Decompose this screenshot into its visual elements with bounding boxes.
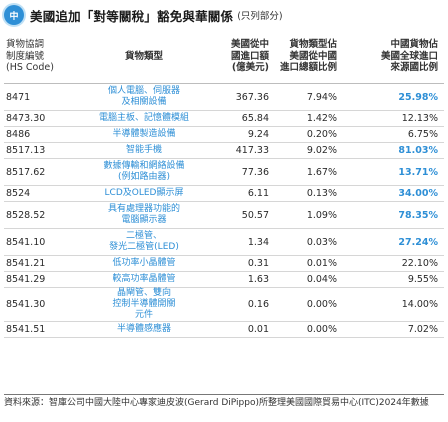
section-badge: 中 (4, 5, 24, 25)
import-value-cell: 0.16 (247, 299, 269, 310)
goods-type-cell: LCD及OLED顯示屏 (104, 188, 184, 198)
table-body: 8471 個人電腦、伺服器 及相關設備 367.36 7.94% 25.98% 8473.… (4, 84, 444, 338)
goods-type-cell: 晶閘管、雙向 控制半導體開關 元件 (112, 288, 176, 320)
goods-type-cell: 半導體製造設備 (112, 129, 176, 139)
header-share-cn: 貨物類型佔 美國從中國 進口總額比例 (279, 39, 337, 74)
share-cn-cell: 9.02% (306, 145, 337, 156)
hs-code-cell: 8517.62 (6, 166, 46, 178)
share-global-cell: 81.03% (398, 145, 438, 156)
import-value-cell: 6.11 (247, 188, 269, 199)
hs-code-cell: 8524 (6, 188, 31, 199)
table-row: 8517.62 數據傳輸和網絡設備 (例如路由器) 77.36 1.67% 13.71% (4, 159, 444, 186)
import-value-cell: 0.01 (247, 324, 269, 335)
share-cn-cell: 0.03% (306, 236, 337, 248)
tariff-exemption-table: 貨物協調 制度編號 (HS Code) 貨物類型 美國從中 國進口額 (億美元)… (4, 30, 444, 338)
share-cn-cell: 1.42% (306, 113, 337, 124)
share-global-cell: 13.71% (398, 166, 438, 178)
hs-code-cell: 8528.52 (6, 209, 46, 221)
import-value-cell: 0.31 (247, 258, 269, 269)
table-row: 8528.52 具有處理器功能的 電腦顯示器 50.57 1.09% 78.35% (4, 202, 444, 229)
page-subtitle: (只列部分) (237, 11, 283, 22)
goods-type-cell: 智能手機 (125, 145, 162, 155)
share-global-cell: 12.13% (401, 113, 438, 124)
import-value-cell: 65.84 (241, 113, 269, 124)
goods-type-cell: 較高功率晶體管 (112, 274, 176, 284)
share-cn-cell: 7.94% (306, 91, 337, 103)
table-row: 8486 半導體製造設備 9.24 0.20% 6.75% (4, 127, 444, 143)
table-row: 8471 個人電腦、伺服器 及相關設備 367.36 7.94% 25.98% (4, 84, 444, 111)
hs-code-cell: 8517.13 (6, 145, 46, 156)
header-goods-type: 貨物類型 (124, 50, 163, 62)
goods-type-cell: 二極管、 發光二極管(LED) (109, 231, 179, 252)
table-row: 8517.13 智能手機 417.33 9.02% 81.03% (4, 143, 444, 159)
table-row: 8473.30 電腦主板、記憶體模組 65.84 1.42% 12.13% (4, 111, 444, 127)
goods-type-cell: 數據傳輸和網絡設備 (例如路由器) (103, 161, 185, 182)
header-import-value: 美國從中 國進口額 (億美元) (230, 39, 269, 74)
import-value-cell: 77.36 (241, 166, 269, 178)
share-global-cell: 78.35% (398, 209, 438, 221)
share-global-cell: 14.00% (401, 299, 438, 310)
share-cn-cell: 0.20% (306, 129, 337, 140)
share-global-cell: 22.10% (401, 258, 438, 269)
table-row: 8541.51 半導體感應器 0.01 0.00% 7.02% (4, 322, 444, 338)
hs-code-cell: 8486 (6, 129, 31, 140)
header-share-global: 中國貨物佔 美國全球進口 來源國比例 (380, 39, 438, 74)
title-bar: 中 美國追加「對等關稅」豁免與華關係 (只列部分) (4, 4, 444, 26)
table-header: 貨物協調 制度編號 (HS Code) 貨物類型 美國從中 國進口額 (億美元)… (4, 30, 444, 84)
goods-type-cell: 半導體感應器 (116, 324, 171, 334)
goods-type-cell: 低功率小晶體管 (112, 258, 176, 268)
share-cn-cell: 0.01% (306, 258, 337, 269)
goods-type-cell: 電腦主板、記憶體模組 (98, 113, 189, 123)
table-row: 8541.30 晶閘管、雙向 控制半導體開關 元件 0.16 0.00% 14.00% (4, 288, 444, 322)
share-cn-cell: 1.67% (306, 166, 337, 178)
table-row: 8541.29 較高功率晶體管 1.63 0.04% 9.55% (4, 272, 444, 288)
share-cn-cell: 1.09% (306, 209, 337, 221)
import-value-cell: 50.57 (241, 209, 269, 221)
import-value-cell: 1.34 (247, 236, 269, 248)
hs-code-cell: 8541.29 (6, 274, 46, 285)
share-global-cell: 9.55% (407, 274, 438, 285)
hs-code-cell: 8541.10 (6, 236, 46, 248)
hs-code-cell: 8541.21 (6, 258, 46, 269)
hs-code-cell: 8473.30 (6, 113, 46, 124)
hs-code-cell: 8541.30 (6, 299, 46, 310)
goods-type-cell: 具有處理器功能的 電腦顯示器 (107, 204, 180, 225)
import-value-cell: 9.24 (247, 129, 269, 140)
header-hs-code: 貨物協調 制度編號 (HS Code) (6, 39, 54, 74)
share-global-cell: 6.75% (407, 129, 438, 140)
goods-type-cell: 個人電腦、伺服器 及相關設備 (107, 86, 180, 107)
share-global-cell: 25.98% (398, 91, 438, 103)
share-cn-cell: 0.04% (306, 274, 337, 285)
table-row: 8524 LCD及OLED顯示屏 6.11 0.13% 34.00% (4, 186, 444, 202)
import-value-cell: 367.36 (235, 91, 269, 103)
table-row: 8541.21 低功率小晶體管 0.31 0.01% 22.10% (4, 256, 444, 272)
source-note: 資料來源：智庫公司中國大陸中心專家迪皮波(Gerard DiPippo)所整理美… (4, 394, 444, 409)
share-cn-cell: 0.00% (306, 299, 337, 310)
share-global-cell: 34.00% (398, 188, 438, 199)
share-global-cell: 27.24% (398, 236, 438, 248)
page-title: 美國追加「對等關稅」豁免與華關係 (30, 8, 234, 24)
table-row: 8541.10 二極管、 發光二極管(LED) 1.34 0.03% 27.24% (4, 229, 444, 256)
import-value-cell: 417.33 (235, 145, 269, 156)
share-cn-cell: 0.13% (306, 188, 337, 199)
share-global-cell: 7.02% (407, 324, 438, 335)
hs-code-cell: 8471 (6, 91, 31, 103)
hs-code-cell: 8541.51 (6, 324, 46, 335)
import-value-cell: 1.63 (247, 274, 269, 285)
share-cn-cell: 0.00% (306, 324, 337, 335)
